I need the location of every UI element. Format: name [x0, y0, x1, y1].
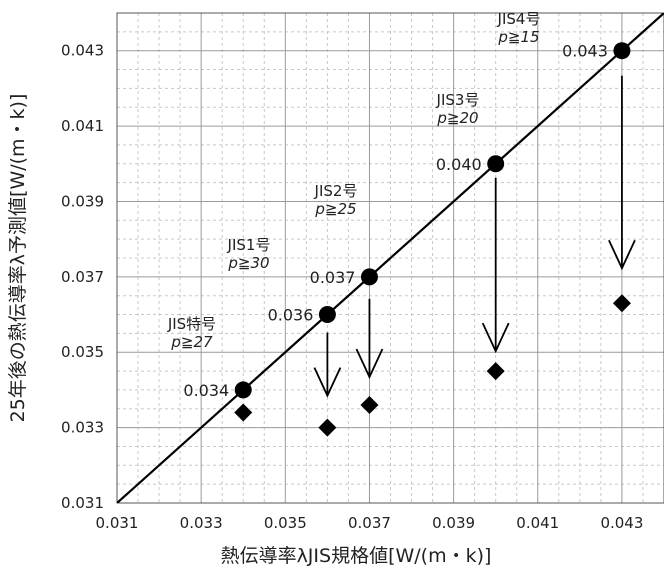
arrow-head	[481, 322, 510, 354]
point-value-label: 0.034	[183, 381, 229, 400]
plot-frame	[116, 12, 664, 504]
diamond-marker	[612, 294, 631, 313]
arrows-layer	[313, 75, 636, 398]
diamond-marker	[318, 418, 337, 437]
y-tick-label: 0.037	[61, 268, 104, 286]
point-value-label: 0.036	[268, 306, 314, 325]
x-tick-label: 0.035	[264, 514, 307, 532]
arrow-head	[313, 367, 342, 398]
annotation-p: p≧25	[314, 200, 356, 218]
annotation-p: p≧20	[436, 109, 478, 127]
arrow-head	[355, 348, 384, 380]
annotation-p: p≧27	[170, 333, 213, 351]
x-tick-labels: 0.031 0.033 0.035 0.037 0.039 0.041 0.043	[96, 514, 644, 532]
point-labels-layer: 0.0340.0360.0370.0400.043JIS特号p≧27JIS1号p…	[167, 10, 608, 400]
x-tick-label: 0.033	[180, 514, 223, 532]
y-tick-label: 0.043	[61, 42, 104, 60]
annotation-grade: JIS2号	[314, 182, 358, 200]
y-tick-label: 0.039	[61, 192, 104, 210]
annotation-p: p≧30	[227, 254, 269, 272]
annotation-p: p≧15	[497, 28, 539, 46]
reference-line-layer	[117, 13, 664, 503]
point-value-label: 0.037	[310, 268, 356, 287]
annotation-grade: JIS1号	[227, 236, 271, 254]
x-tick-label: 0.043	[600, 514, 643, 532]
marks-layer	[234, 42, 631, 437]
y-tick-label: 0.033	[61, 419, 104, 437]
annotation-grade: JIS特号	[167, 315, 216, 333]
y-tick-label: 0.041	[61, 117, 104, 135]
x-axis-title: 熱伝導率λJIS規格値[W/(m・k)]	[221, 545, 492, 567]
circle-marker	[487, 155, 505, 173]
y-tick-label: 0.035	[61, 343, 104, 361]
x-tick-label: 0.037	[348, 514, 391, 532]
annotation-grade: JIS4号	[497, 10, 541, 28]
circle-marker	[360, 268, 378, 286]
y-tick-labels: 0.031 0.033 0.035 0.037 0.039 0.041 0.043	[61, 42, 104, 512]
circle-marker	[318, 306, 336, 324]
annotation-grade: JIS3号	[436, 91, 480, 109]
reference-line	[117, 13, 664, 503]
y-axis-title: 25年後の熱伝導率λ予測値[W/(m・k)]	[7, 94, 29, 423]
point-value-label: 0.043	[562, 42, 608, 61]
y-tick-label: 0.031	[61, 494, 104, 512]
arrow-head	[608, 239, 636, 271]
circle-marker	[234, 381, 252, 399]
point-value-label: 0.040	[436, 155, 482, 174]
diamond-marker	[360, 396, 379, 414]
diamond-marker	[234, 403, 253, 422]
x-tick-label: 0.031	[96, 514, 139, 532]
x-tick-label: 0.039	[432, 514, 475, 532]
circle-marker	[613, 42, 631, 60]
diamond-marker	[486, 362, 505, 381]
x-tick-label: 0.041	[516, 514, 559, 532]
